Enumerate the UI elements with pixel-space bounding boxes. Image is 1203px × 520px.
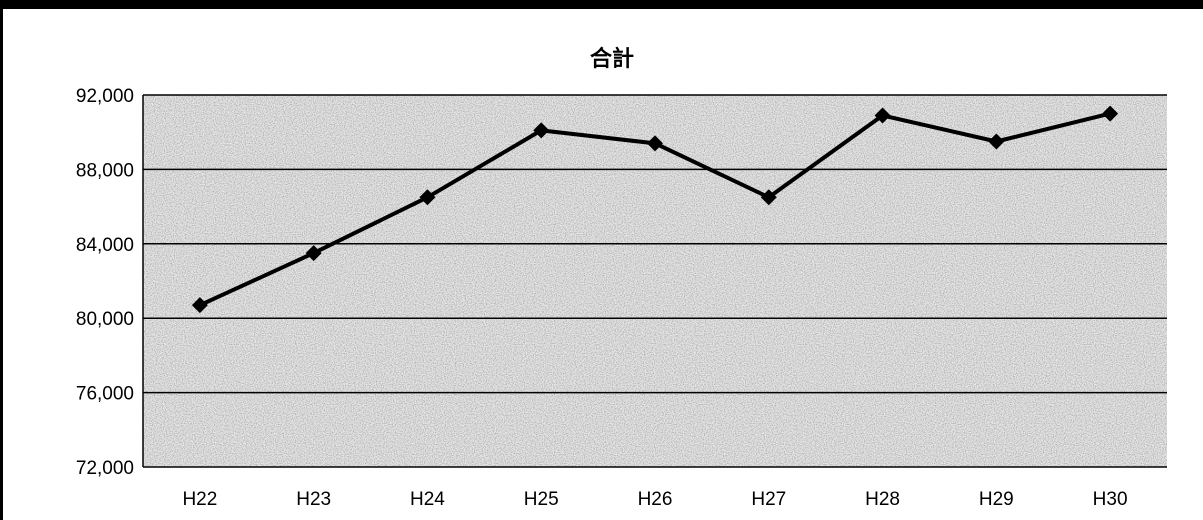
chart-title: 合計 (590, 46, 634, 71)
x-tick-label: H23 (296, 489, 331, 510)
y-tick-label: 84,000 (76, 235, 134, 256)
y-tick-label: 88,000 (76, 160, 134, 181)
data-point-marker (647, 135, 663, 152)
x-tick-label: H27 (751, 489, 786, 510)
plot-texture (143, 95, 1167, 467)
y-tick-label: 92,000 (76, 86, 134, 107)
y-tick-label: 80,000 (76, 309, 134, 330)
data-point-marker (1102, 105, 1119, 122)
data-point-marker (988, 133, 1005, 150)
data-point-marker (533, 122, 550, 139)
y-tick-label: 76,000 (76, 384, 134, 405)
data-point-marker (874, 107, 891, 124)
x-tick-label: H24 (410, 489, 445, 510)
data-point-marker (419, 189, 436, 206)
data-point-marker (191, 297, 208, 314)
x-tick-label: H25 (524, 489, 559, 510)
data-point-marker (305, 245, 322, 262)
x-tick-label: H28 (865, 489, 900, 510)
x-tick-label: H22 (182, 489, 217, 510)
x-tick-label: H26 (638, 489, 673, 510)
data-point-marker (760, 189, 777, 206)
y-tick-label: 72,000 (76, 458, 134, 479)
x-tick-label: H29 (979, 489, 1014, 510)
x-tick-label: H30 (1093, 489, 1128, 510)
